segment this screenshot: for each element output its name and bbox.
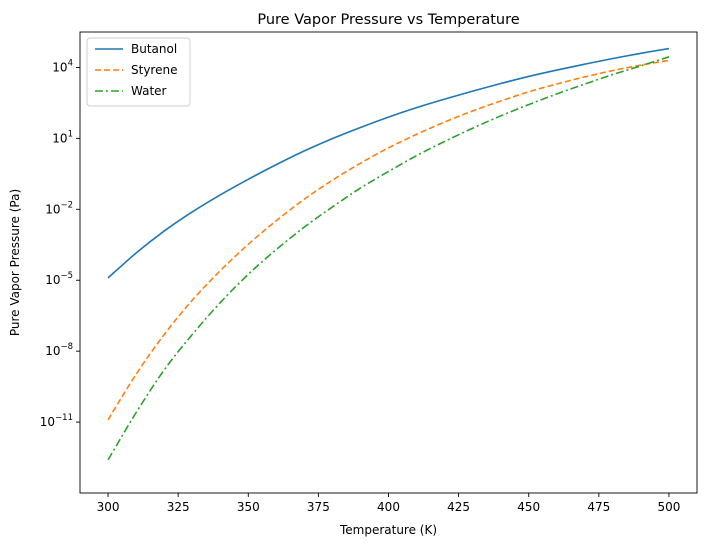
series-line-styrene [107,59,670,421]
series-line-water [107,56,670,461]
y-tick-label: 10−2 [45,200,73,216]
legend-box [86,37,191,107]
chart-title: Pure Vapor Pressure vs Temperature [257,12,519,28]
y-tick-label: 10−11 [40,413,73,429]
y-tick-label: 104 [52,58,73,74]
x-tick-label: 300 [97,500,120,514]
legend: Butanol Styrene Water [86,37,191,107]
series-line-butanol [107,47,670,279]
legend-label-styrene: Styrene [131,63,177,77]
x-tick-label: 425 [447,500,470,514]
y-tick-label: 10−8 [45,342,73,358]
legend-label-butanol: Butanol [131,42,177,56]
y-tick-label: 10−5 [45,271,73,287]
series-layer [107,47,670,461]
x-tick-label: 400 [377,500,400,514]
x-axis-label: Temperature (K) [339,523,437,537]
x-tick-label: 375 [307,500,330,514]
x-tick-label: 450 [517,500,540,514]
x-tick-label: 350 [237,500,260,514]
plot-area [80,32,697,493]
y-axis: 104 101 10−2 10−5 10−8 10−11 [40,58,80,429]
y-axis-label: Pure Vapor Pressure (Pa) [8,189,22,336]
legend-label-water: Water [131,84,167,98]
y-tick-label: 101 [52,129,73,145]
x-tick-label: 500 [658,500,681,514]
x-tick-label: 475 [587,500,610,514]
x-axis: 300 325 350 375 400 425 450 475 500 [97,493,681,514]
x-tick-label: 325 [167,500,190,514]
